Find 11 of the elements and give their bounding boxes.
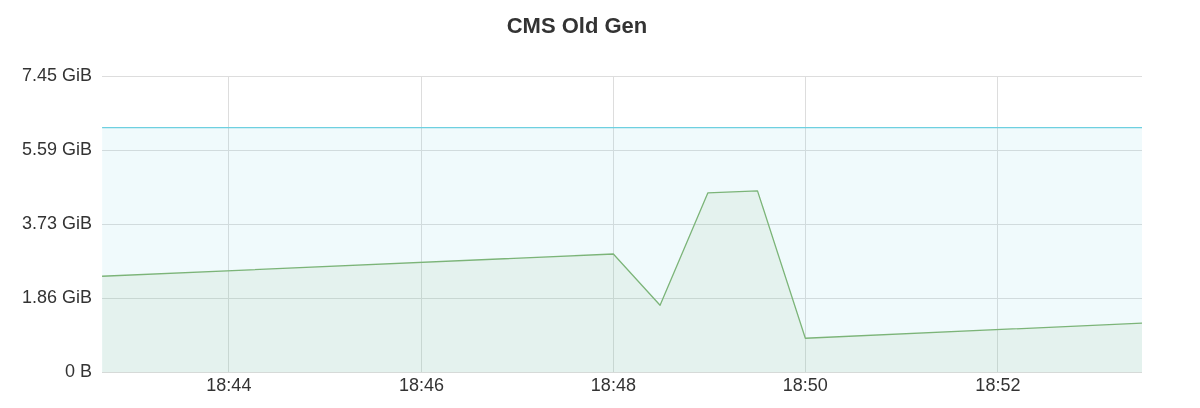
x-tick-label: 18:52 bbox=[975, 375, 1021, 396]
y-tick-label: 7.45 GiB bbox=[21, 65, 93, 86]
y-tick-label: 0 B bbox=[65, 361, 93, 382]
chart-title: CMS Old Gen bbox=[506, 13, 648, 39]
y-tick-label: 5.59 GiB bbox=[21, 139, 93, 160]
y-tick-label: 3.73 GiB bbox=[21, 213, 93, 234]
x-tick-label: 18:46 bbox=[398, 375, 444, 396]
x-tick-label: 18:44 bbox=[206, 375, 252, 396]
y-tick-label: 1.86 GiB bbox=[21, 287, 93, 308]
x-tick-label: 18:50 bbox=[782, 375, 828, 396]
x-tick-label: 18:48 bbox=[590, 375, 636, 396]
